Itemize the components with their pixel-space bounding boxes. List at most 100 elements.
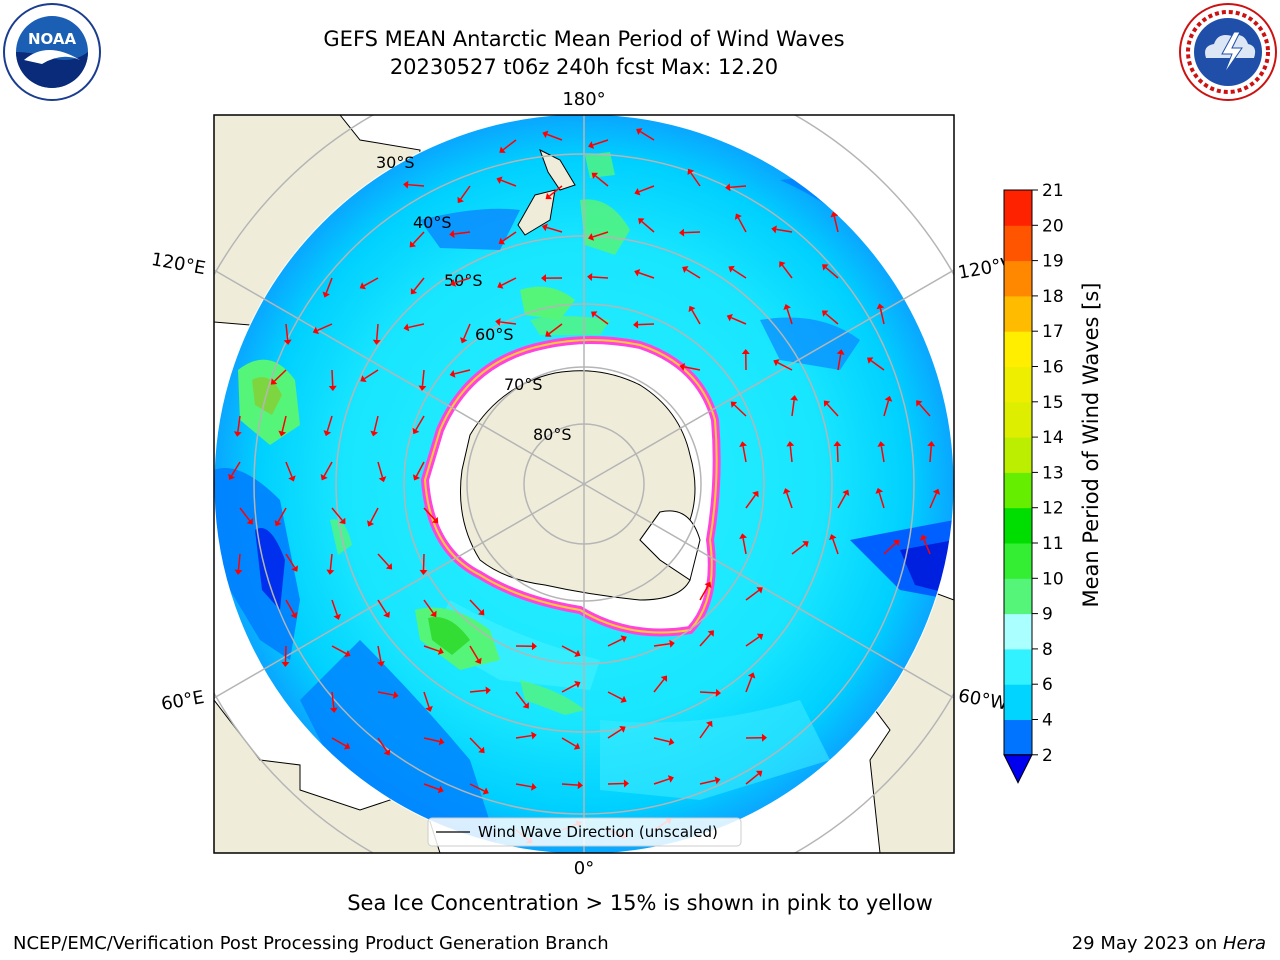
colorbar-segment [1004,719,1032,756]
wave-arrow-shaft [777,362,793,371]
colorbar-segment [1004,648,1032,685]
wave-arrow-shaft [591,276,609,279]
run-date-text: 29 May 2023 on [1071,933,1223,954]
wave-arrow-shaft [502,231,517,242]
colorbar-label: Mean Period of Wind Waves [s] [1079,283,1103,608]
wave-arrow-head [679,228,685,237]
colorbar-segment [1004,507,1032,544]
wave-arrow-head [802,541,809,548]
wave-arrow-shaft [273,369,287,382]
wave-arrow-head [450,279,457,287]
wave-arrow-head [620,635,627,643]
wave-arrow-shaft [653,678,665,693]
wave-arrow-head [457,196,464,204]
wave-arrow-head [876,303,885,310]
colorbar-tick-label: 4 [1042,711,1053,731]
wave-arrow-head [234,569,243,575]
wave-arrow-shaft [929,493,938,509]
wave-arrow-shaft [469,645,479,661]
wave-arrow-shaft [277,507,287,523]
wave-arrow-shaft [413,277,425,291]
lon-label-120e: 120°E [150,249,208,279]
wave-arrow-shaft [412,231,425,245]
wave-arrow-shaft [500,321,517,325]
wave-arrow-shaft [454,369,471,375]
wave-arrow-shaft [377,599,388,614]
colorbar-tick-label: 13 [1042,463,1064,483]
wave-arrow-head [836,349,845,355]
wave-arrow-shaft [878,492,885,509]
wave-arrow-shaft [685,268,701,279]
wave-arrow-head [425,705,433,712]
colorbar-segment [1004,684,1032,720]
wave-arrow-head [620,695,627,703]
wave-arrow-shaft [825,313,839,325]
wave-arrow-head [278,430,287,437]
wave-arrow-head [542,130,549,139]
wave-arrow-head [412,474,421,481]
colorbar-tick-label: 15 [1042,393,1064,413]
wave-arrow-head [291,565,298,572]
wave-arrow-shaft [548,323,563,335]
wave-arrow-head [823,400,831,407]
wave-arrow-head [531,642,537,651]
wave-arrow-head [842,489,850,496]
wave-arrow-shaft [469,689,486,693]
wave-arrow-head [438,737,445,746]
colorbar-segment [1004,401,1032,438]
wave-arrow-head [383,749,391,756]
wave-arrow-head [409,240,417,248]
wave-arrow-head [920,534,928,541]
wave-arrow-shaft [742,538,747,555]
wave-arrow-shaft [561,737,577,747]
wave-arrow-head [499,146,506,153]
wave-arrow-shaft [699,724,710,739]
lat-label-40s: 40°S [413,213,452,232]
wave-arrow-shaft [285,461,293,478]
noaa-logo-text: NOAA [28,30,77,48]
wave-arrow-head [786,441,795,447]
wave-arrow-shaft [415,415,425,431]
wave-arrow-head [741,349,750,355]
colorbar-segment [1004,437,1032,473]
wave-arrow-shaft [281,415,287,432]
wave-arrow-head [667,775,674,783]
wave-arrow-shaft [237,415,241,432]
wave-arrow-head [410,287,418,295]
wave-arrow-head [482,787,489,795]
colorbar-tick-label: 20 [1042,216,1064,236]
lon-label-180: 180° [562,89,605,110]
wave-arrow-head [437,647,444,655]
wave-arrow-head [522,702,529,709]
wave-arrow-head [329,707,338,713]
wave-arrow-head [370,430,379,437]
wave-arrow-shaft [837,354,842,371]
wave-arrow-shaft [745,589,760,601]
wave-arrow-shaft [231,461,241,477]
wave-arrow-shaft [454,231,471,235]
machine-name: Hera [1222,933,1266,954]
wave-arrow-head [833,441,842,447]
legend-label: Wind Wave Direction (unscaled) [478,823,718,841]
wave-arrow-shaft [373,415,379,432]
map-frame [213,114,955,854]
colorbar-tick-label: 2 [1042,746,1053,766]
wave-arrow-shaft [731,316,747,325]
wave-arrow-shaft [423,507,436,521]
wave-arrow-head [290,611,298,619]
wave-arrow-head [412,427,420,435]
lat-label-30s: 30°S [376,153,415,172]
colorbar-tick-label: 19 [1042,252,1064,272]
chart-subtitle: 20230527 t06z 240h fcst Max: 12.20 [389,55,779,79]
wave-arrow-shaft [607,728,622,739]
wave-arrow-head [682,266,689,273]
wave-arrow-head [326,569,335,575]
wave-arrow-head [281,661,290,667]
noaa-logo: NOAA [3,3,101,101]
wave-arrow-head [495,317,501,326]
wave-arrow-head [739,533,748,539]
colorbar-tick-label: 16 [1042,358,1064,378]
wave-arrow-head [437,785,444,794]
wave-arrow-head [867,357,874,364]
wave-arrow-head [392,691,399,699]
